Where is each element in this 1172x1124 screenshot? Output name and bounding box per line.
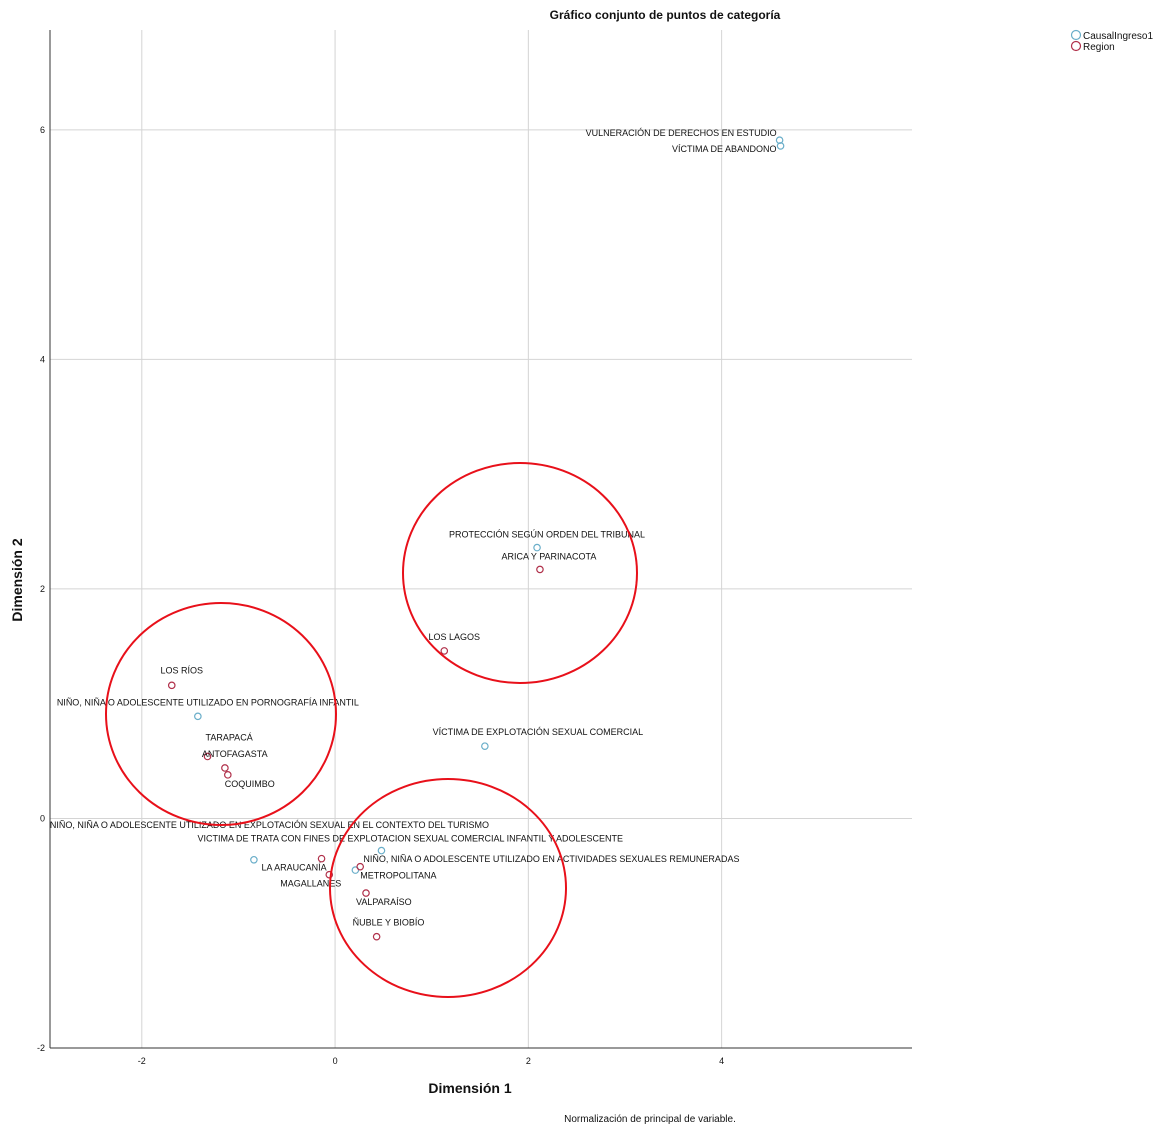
point: [356, 862, 365, 871]
point-label: COQUIMBO: [225, 779, 275, 789]
x-tick-label: 2: [526, 1056, 531, 1066]
point-label: VULNERACIÓN DE DERECHOS EN ESTUDIO: [586, 128, 777, 138]
point-label: LOS RÍOS: [161, 665, 204, 675]
x-axis-title: Dimensión 1: [428, 1080, 511, 1096]
point: [194, 712, 202, 721]
point: [250, 855, 258, 864]
point: [224, 771, 232, 779]
point-label: ANTOFAGASTA: [202, 749, 268, 759]
point: [203, 752, 212, 761]
x-tick-label: 4: [719, 1056, 724, 1066]
legend-marker: [1070, 40, 1082, 52]
point: [351, 866, 360, 874]
point-label: VÍCTIMA DE EXPLOTACIÓN SEXUAL COMERCIAL: [433, 727, 644, 737]
point: [377, 846, 386, 855]
annotations: [105, 462, 638, 998]
highlight-ellipse: [105, 602, 337, 826]
footnote: Normalización de principal de variable.: [564, 1114, 736, 1124]
point: [481, 742, 489, 750]
y-tick-label: 4: [40, 354, 45, 364]
point-label: NIÑO, NIÑA O ADOLESCENTE UTILIZADO EN PO…: [57, 697, 359, 707]
point-label: VÍCTIMA DE ABANDONO: [672, 144, 777, 154]
point-label: VICTIMA DE TRATA CON FINES DE EXPLOTACIO…: [197, 834, 623, 844]
y-axis-title: Dimensión 2: [9, 538, 25, 621]
point-label: LA ARAUCANÍA: [262, 863, 327, 873]
legend-label: CausalIngreso1: [1083, 31, 1153, 42]
point: [167, 681, 176, 690]
y-tick-label: 6: [40, 125, 45, 135]
point: [221, 764, 229, 772]
point-label: LOS LAGOS: [429, 632, 481, 642]
y-tick-label: 2: [40, 584, 45, 594]
x-tick-label: 0: [333, 1056, 338, 1066]
point-label: TARAPACÁ: [206, 732, 253, 742]
point: [325, 870, 334, 879]
point-label: VALPARAÍSO: [356, 897, 412, 907]
point: [533, 543, 541, 552]
point-label: ÑUBLE Y BIOBÍO: [353, 918, 425, 928]
chart-title: Gráfico conjunto de puntos de categoría: [550, 8, 781, 22]
point-label: PROTECCIÓN SEGÚN ORDEN DEL TRIBUNAL: [449, 530, 645, 540]
x-tick-label: -2: [138, 1056, 146, 1066]
point-label: MAGALLANES: [280, 879, 341, 889]
highlight-ellipse: [329, 778, 567, 998]
point: [362, 889, 370, 897]
point-label: ARICA Y PARINACOTA: [502, 551, 597, 561]
point: [536, 565, 544, 574]
y-tick-label: -2: [37, 1043, 45, 1053]
highlight-ellipse: [402, 462, 638, 684]
point: [372, 932, 381, 941]
plot-area: -2 0 2 4 -2 0 2 4 6 VULNERACIÓN DE DERECHOS EN ES…: [37, 30, 912, 1066]
legend-marker: [1070, 29, 1082, 41]
point-label: METROPOLITANA: [360, 871, 436, 881]
point: [317, 854, 326, 863]
point-label: NIÑO, NIÑA O ADOLESCENTE UTILIZADO EN AC…: [363, 854, 739, 864]
point-label: NIÑO, NIÑA O ADOLESCENTE UTILIZADO EN EX…: [50, 820, 489, 830]
point: [440, 647, 449, 655]
legend-label: Region: [1083, 42, 1115, 53]
y-tick-label: 0: [40, 813, 45, 823]
point: [776, 142, 785, 150]
